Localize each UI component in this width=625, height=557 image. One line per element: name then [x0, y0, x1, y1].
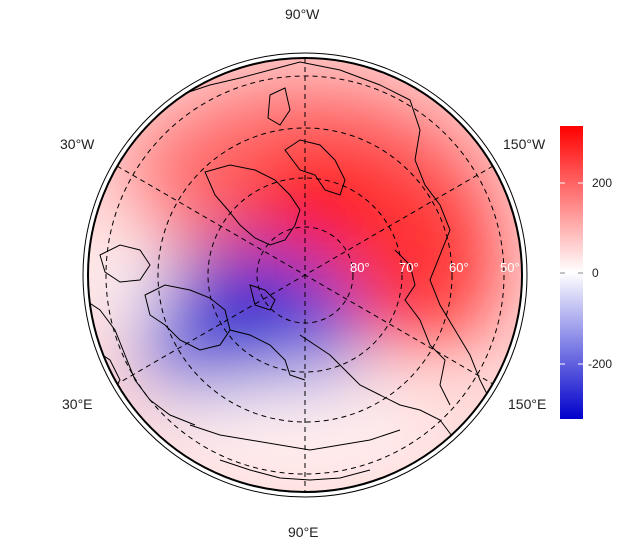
field-positive-lobe [340, 170, 500, 350]
field-white-south [150, 375, 450, 485]
colorbar-label-200: 200 [592, 176, 613, 190]
coast-europe [88, 299, 196, 426]
lon-label-150e: 150°E [508, 396, 547, 412]
border-asia-b [219, 459, 371, 481]
map-outer-border [82, 52, 528, 498]
lat-circle-60 [157, 127, 453, 423]
coastlines [88, 61, 491, 481]
meridian-150w-30e [116, 165, 494, 385]
field-white-west [88, 210, 170, 330]
lon-label-90w: 90°W [285, 6, 320, 22]
lon-label-150w: 150°W [503, 136, 546, 152]
lat-label-60: 60° [449, 260, 469, 275]
coast-siberia [299, 334, 456, 441]
colorbar-label-m200: -200 [588, 357, 613, 371]
lon-label-90e: 90°E [288, 524, 319, 540]
lon-label-30e: 30°E [62, 396, 93, 412]
colorbar-label-0: 0 [592, 266, 599, 280]
coast-island-a [267, 87, 291, 126]
coast-archipelago [284, 139, 346, 196]
lat-label-80: 80° [350, 260, 370, 275]
lat-circle-70 [207, 177, 403, 373]
coast-greenland [204, 164, 301, 246]
coast-russia [229, 329, 306, 381]
lon-label-30w: 30°W [60, 136, 95, 152]
border-asia-a [189, 424, 401, 451]
lat-label-50: 50° [500, 260, 520, 275]
coast-scandinavia [144, 284, 231, 351]
coast-alaska [394, 249, 451, 406]
colorbar [560, 126, 583, 419]
coast-novaya-zemlya [249, 284, 276, 311]
coast-north-america [179, 61, 491, 401]
colorbar-ticks [560, 182, 583, 365]
graticule [105, 58, 505, 492]
lat-label-70: 70° [399, 260, 419, 275]
map-border [87, 57, 523, 493]
coast-iceland-uk [99, 244, 151, 283]
